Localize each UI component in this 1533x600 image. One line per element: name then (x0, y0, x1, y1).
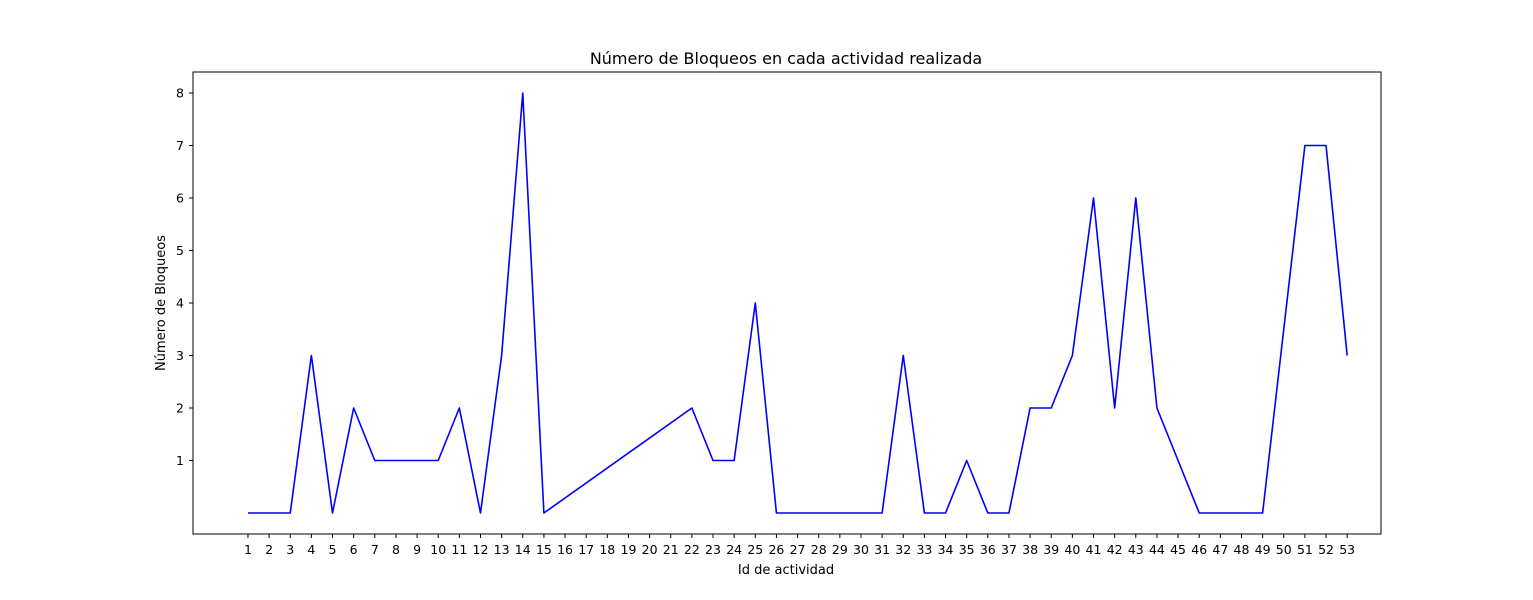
x-tick-label: 45 (1170, 542, 1186, 557)
x-tick-label: 10 (430, 542, 446, 557)
x-tick-label: 49 (1255, 542, 1271, 557)
y-axis-ticks: 1 2 3 4 5 6 7 8 (176, 86, 193, 468)
y-tick-label: 3 (176, 348, 184, 363)
y-tick-label: 7 (176, 138, 184, 153)
x-tick-label: 34 (938, 542, 954, 557)
x-tick-label: 14 (515, 542, 531, 557)
x-tick-label: 31 (874, 542, 890, 557)
x-tick-label: 33 (916, 542, 932, 557)
x-tick-label: 15 (536, 542, 552, 557)
x-tick-label: 42 (1107, 542, 1123, 557)
x-tick-label: 22 (684, 542, 700, 557)
x-axis-label: Id de actividad (738, 563, 834, 578)
x-tick-label: 2 (265, 542, 273, 557)
y-tick-label: 2 (176, 401, 184, 416)
x-tick-label: 6 (350, 542, 358, 557)
x-tick-label: 44 (1149, 542, 1165, 557)
x-tick-label: 52 (1318, 542, 1334, 557)
x-tick-label: 8 (392, 542, 400, 557)
x-tick-label: 37 (1001, 542, 1017, 557)
y-axis-label: Número de Bloqueos (154, 235, 169, 371)
series-line (247, 92, 1348, 514)
x-tick-label: 50 (1276, 542, 1292, 557)
x-tick-label: 17 (578, 542, 594, 557)
y-tick-label: 4 (176, 296, 184, 311)
y-tick-label: 6 (176, 191, 184, 206)
x-axis-ticks: 1 2 3 4 5 6 7 8 9 10 11 12 13 14 15 16 17 18 19 20 21 22 23 24 2… (244, 534, 1355, 557)
x-tick-label: 24 (726, 542, 742, 557)
x-tick-label: 32 (895, 542, 911, 557)
x-tick-label: 40 (1064, 542, 1080, 557)
x-tick-label: 27 (790, 542, 806, 557)
x-tick-label: 23 (705, 542, 721, 557)
x-tick-label: 7 (371, 542, 379, 557)
y-tick-label: 8 (176, 86, 184, 101)
x-tick-label: 20 (642, 542, 658, 557)
x-tick-label: 25 (747, 542, 763, 557)
x-tick-label: 11 (451, 542, 467, 557)
chart-title: Número de Bloqueos en cada actividad rea… (590, 49, 982, 68)
x-tick-label: 1 (244, 542, 252, 557)
x-tick-label: 53 (1339, 542, 1355, 557)
x-tick-label: 9 (413, 542, 421, 557)
x-tick-label: 12 (473, 542, 489, 557)
x-tick-label: 51 (1297, 542, 1313, 557)
x-tick-label: 29 (832, 542, 848, 557)
x-tick-label: 3 (286, 542, 294, 557)
x-tick-label: 21 (663, 542, 679, 557)
x-tick-label: 5 (329, 542, 337, 557)
x-tick-label: 28 (811, 542, 827, 557)
x-tick-label: 48 (1234, 542, 1250, 557)
x-tick-label: 19 (621, 542, 637, 557)
x-tick-label: 46 (1191, 542, 1207, 557)
x-tick-label: 47 (1212, 542, 1228, 557)
x-tick-label: 41 (1086, 542, 1102, 557)
x-tick-label: 18 (599, 542, 615, 557)
x-tick-label: 38 (1022, 542, 1038, 557)
x-tick-label: 43 (1128, 542, 1144, 557)
x-tick-label: 35 (959, 542, 975, 557)
x-tick-label: 26 (768, 542, 784, 557)
x-tick-label: 30 (853, 542, 869, 557)
x-tick-label: 13 (494, 542, 510, 557)
y-tick-label: 5 (176, 243, 184, 258)
y-tick-label: 1 (176, 453, 184, 468)
x-tick-label: 39 (1043, 542, 1059, 557)
x-tick-label: 36 (980, 542, 996, 557)
x-tick-label: 4 (307, 542, 315, 557)
x-tick-label: 16 (557, 542, 573, 557)
